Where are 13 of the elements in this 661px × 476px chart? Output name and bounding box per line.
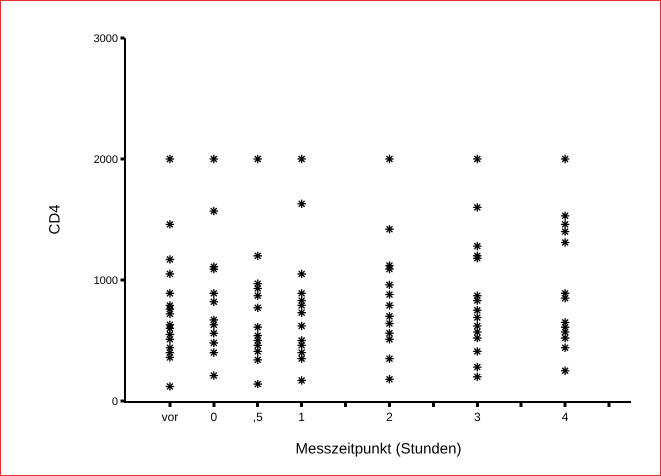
y-tick-label: 0: [112, 396, 118, 408]
x-tick-label: 2: [386, 410, 394, 424]
x-axis-title: Messzeitpunkt (Stunden): [296, 440, 462, 458]
y-tick-label: 3000: [94, 32, 118, 45]
x-tick-label: 0: [210, 410, 218, 424]
y-tick-label: 2000: [94, 154, 118, 166]
x-tick-label: ,5: [252, 410, 264, 424]
y-axis-title: CD4: [46, 204, 64, 235]
x-tick-label: 4: [562, 410, 569, 424]
y-tick-label: 1000: [94, 274, 118, 287]
x-tick-label: 3: [474, 410, 481, 424]
x-tick-label: vor: [162, 410, 178, 424]
x-tick-label: 1: [298, 410, 306, 424]
